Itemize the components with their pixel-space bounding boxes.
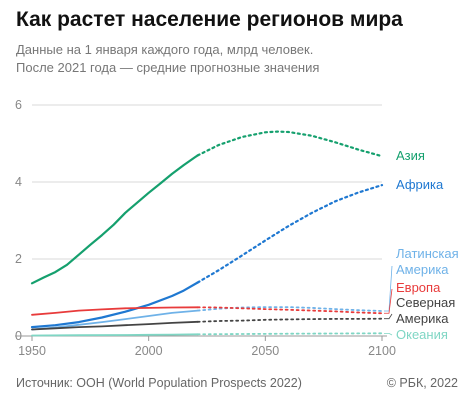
series-projection-asia xyxy=(196,130,384,158)
series-label-europe: Европа xyxy=(396,280,441,295)
subtitle-line-2: После 2021 года — средние прогнозные зна… xyxy=(16,60,320,75)
leader-line-namerica xyxy=(384,313,393,320)
x-tick-label: 2100 xyxy=(368,344,396,358)
leader-line-oceania xyxy=(384,332,393,336)
series-line-latam xyxy=(31,309,199,331)
series-line-namerica xyxy=(31,320,199,331)
series-label-asia: Азия xyxy=(396,148,425,163)
series-label-latam: Америка xyxy=(396,262,449,277)
series-line-europe xyxy=(31,306,199,316)
x-tick-label: 1950 xyxy=(18,344,46,358)
leader-line-latam xyxy=(384,265,393,312)
series-line-africa xyxy=(30,281,199,329)
source-note: Источник: ООН (World Population Prospect… xyxy=(16,376,302,390)
y-tick-label: 2 xyxy=(15,252,22,266)
y-tick-label: 4 xyxy=(15,175,22,189)
leader-line-europe xyxy=(384,288,393,314)
copyright-note: © РБК, 2022 xyxy=(386,376,458,390)
x-tick-label: 2050 xyxy=(251,344,279,358)
chart-subtitle: Данные на 1 января каждого года, млрд че… xyxy=(16,41,319,77)
series-line-oceania xyxy=(31,333,199,337)
series-projection-europe xyxy=(196,306,383,315)
series-projection-namerica xyxy=(196,317,383,323)
chart-title: Как растет население регионов мира xyxy=(16,8,403,31)
subtitle-line-1: Данные на 1 января каждого года, млрд че… xyxy=(16,42,314,57)
series-label-africa: Африка xyxy=(396,177,444,192)
series-label-namerica: Северная xyxy=(396,295,455,310)
y-tick-label: 6 xyxy=(15,98,22,112)
series-label-latam: Латинская xyxy=(396,246,459,261)
series-projection-oceania xyxy=(196,332,383,336)
series-projection-africa xyxy=(196,184,384,284)
series-label-namerica: Америка xyxy=(396,311,449,326)
series-label-oceania: Океания xyxy=(396,327,448,342)
series-line-asia xyxy=(30,154,199,285)
x-tick-label: 2000 xyxy=(135,344,163,358)
